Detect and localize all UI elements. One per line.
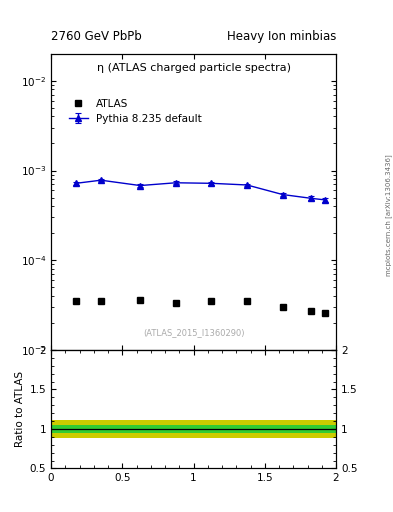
ATLAS [99,298,103,304]
Text: η (ATLAS charged particle spectra): η (ATLAS charged particle spectra) [97,62,290,73]
Text: 2760 GeV PbPb: 2760 GeV PbPb [51,30,142,44]
ATLAS [209,298,214,304]
ATLAS [280,304,285,310]
ATLAS [309,308,314,314]
Text: Heavy Ion minbias: Heavy Ion minbias [227,30,336,44]
ATLAS [138,297,143,303]
ATLAS [244,298,249,304]
Legend: ATLAS, Pythia 8.235 default: ATLAS, Pythia 8.235 default [65,95,206,129]
Y-axis label: Ratio to ATLAS: Ratio to ATLAS [15,371,26,447]
Text: (ATLAS_2015_I1360290): (ATLAS_2015_I1360290) [143,328,244,337]
ATLAS [73,298,78,304]
Line: ATLAS: ATLAS [73,297,329,316]
ATLAS [173,301,178,307]
ATLAS [323,310,328,316]
Text: mcplots.cern.ch [arXiv:1306.3436]: mcplots.cern.ch [arXiv:1306.3436] [386,154,392,276]
